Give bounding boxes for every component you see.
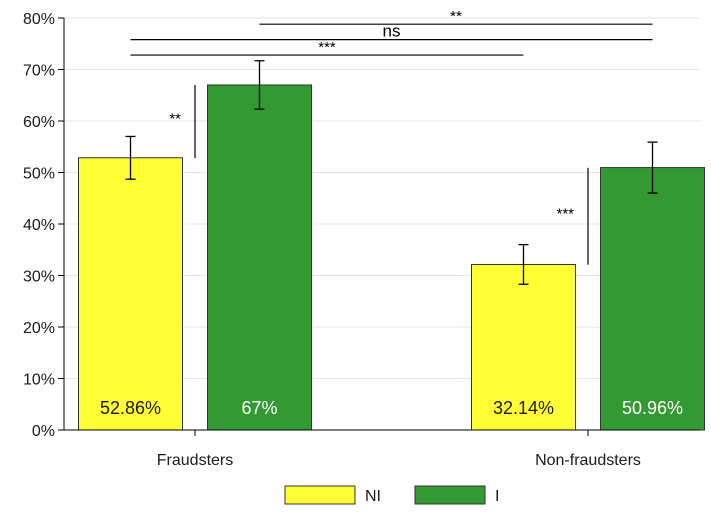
y-tick-label: 0% (32, 423, 55, 440)
legend-label: NI (365, 488, 381, 505)
y-tick-label: 40% (23, 217, 55, 234)
significance-label: ns (383, 22, 401, 41)
x-tick-label: Fraudsters (157, 452, 233, 469)
axes: 0% 10% 20% 30% 40% 50% 60% 70% 80% Fraudsters Non-… (23, 11, 700, 469)
bar (207, 84, 312, 431)
y-tick-label: 60% (23, 114, 55, 131)
bar-value-label: 32.14% (493, 398, 554, 418)
bar-value-label: 52.86% (100, 398, 161, 418)
significance-label: ** (169, 111, 181, 128)
y-tick-label: 50% (23, 166, 55, 183)
bar (471, 263, 576, 431)
y-tick-label: 20% (23, 320, 55, 337)
legend-swatch (414, 485, 486, 505)
y-tick-label: 10% (23, 372, 55, 389)
significance-annotations: ********ns** (130, 8, 653, 265)
y-tick-label: 30% (23, 269, 55, 286)
legend: NI I (284, 485, 499, 505)
legend-swatch (284, 485, 356, 505)
bar-value-label: 50.96% (622, 398, 683, 418)
bar-value-label: 67% (241, 398, 277, 418)
y-tick-label: 70% (23, 63, 55, 80)
significance-label: *** (556, 205, 574, 222)
y-tick-label: 80% (23, 11, 55, 28)
significance-label: ** (450, 8, 462, 25)
bars: 52.86% 32.14% 67% 50.96% (78, 60, 705, 431)
bar (600, 167, 705, 431)
significance-label: *** (318, 39, 336, 56)
bar (78, 157, 183, 431)
x-tick-label: Non-fraudsters (535, 452, 641, 469)
legend-label: I (495, 488, 499, 505)
